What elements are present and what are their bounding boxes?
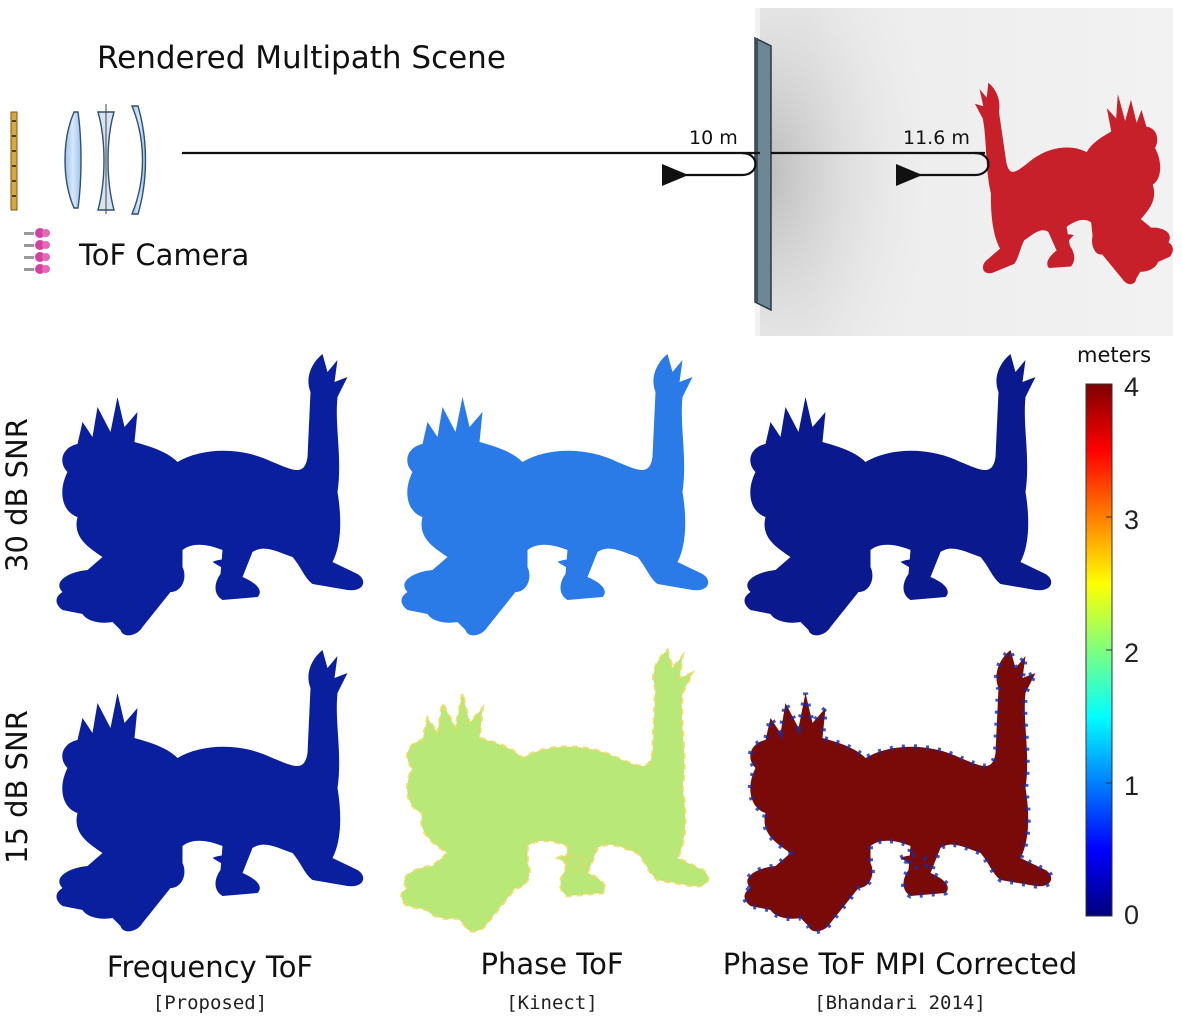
colorbar-tick-0: 0 [1124,900,1140,930]
object-return-arrow [896,151,990,186]
column-title-frequency: Frequency ToF [106,950,314,984]
column-subtitle-mpi: [Bhandari 2014] [814,992,986,1014]
depth-map-grid [56,354,1182,940]
colorbar-title: meters [1077,343,1152,367]
colorbar-tick-1: 1 [1124,771,1140,801]
dragon-phase-30db [401,354,709,636]
dragon-phase-15db [401,650,709,932]
led-array-icon [24,228,50,274]
dragon-mpi-15db [744,650,1052,932]
dragon-frequency-30db [56,354,364,636]
colorbar-tick-3: 3 [1124,505,1140,535]
camera-label: ToF Camera [79,238,250,272]
colorbar-tick-2: 2 [1124,638,1140,668]
wall-distance-label: 10 m [689,127,738,149]
sensor-strip-icon [10,111,18,211]
row-label-15db: 15 dB SNR [0,710,34,864]
object-distance-label: 11.6 m [903,127,970,149]
lens-icon [130,105,147,215]
scene-diagram [10,8,1176,336]
wall-return-arrow [662,151,757,186]
colorbar-tick-4: 4 [1124,372,1140,402]
colorbar [1085,383,1113,917]
row-label-30db: 30 dB SNR [0,418,34,572]
column-title-mpi: Phase ToF MPI Corrected [722,947,1078,981]
column-subtitle-frequency: [Proposed] [152,992,268,1014]
scene-title: Rendered Multipath Scene [97,40,506,76]
dragon-frequency-15db [56,650,364,932]
dragon-mpi-30db [744,354,1052,636]
column-subtitle-phase: [Kinect] [506,992,598,1014]
lens-icon [64,111,82,209]
column-title-phase: Phase ToF [480,947,624,981]
